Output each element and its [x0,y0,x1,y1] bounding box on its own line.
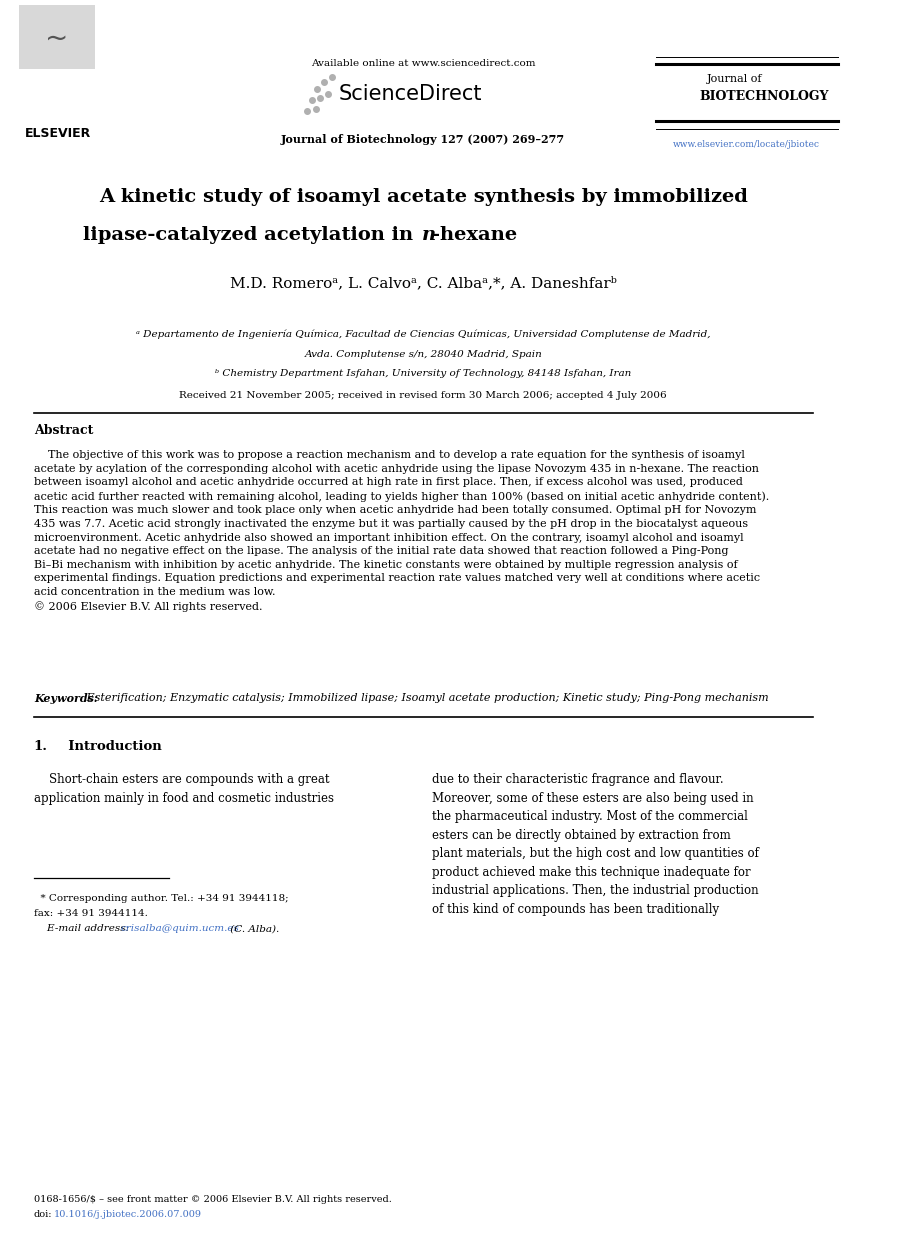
Text: 1.: 1. [34,740,48,753]
Text: www.elsevier.com/locate/jbiotec: www.elsevier.com/locate/jbiotec [673,140,820,148]
Text: crisalba@quim.ucm.es: crisalba@quim.ucm.es [121,924,239,933]
FancyBboxPatch shape [19,5,95,69]
Text: A kinetic study of isoamyl acetate synthesis by immobilized: A kinetic study of isoamyl acetate synth… [99,188,747,207]
Text: Introduction: Introduction [59,740,162,753]
Text: The objective of this work was to propose a reaction mechanism and to develop a : The objective of this work was to propos… [34,450,769,612]
Text: ScienceDirect: ScienceDirect [338,84,483,104]
Text: M.D. Romeroᵃ, L. Calvoᵃ, C. Albaᵃ,*, A. Daneshfarᵇ: M.D. Romeroᵃ, L. Calvoᵃ, C. Albaᵃ,*, A. … [229,276,617,289]
Text: Available online at www.sciencedirect.com: Available online at www.sciencedirect.co… [311,59,535,68]
Text: Keywords:: Keywords: [34,693,102,704]
Text: lipase-catalyzed acetylation in: lipase-catalyzed acetylation in [83,226,420,245]
Text: ~: ~ [45,25,68,52]
Text: Journal of Biotechnology 127 (2007) 269–277: Journal of Biotechnology 127 (2007) 269–… [281,134,565,145]
Text: Abstract: Abstract [34,424,93,438]
Text: fax: +34 91 3944114.: fax: +34 91 3944114. [34,909,148,918]
Text: doi:: doi: [34,1210,53,1218]
Text: 10.1016/j.jbiotec.2006.07.009: 10.1016/j.jbiotec.2006.07.009 [54,1210,201,1218]
Text: E-mail address:: E-mail address: [34,924,132,933]
Text: Short-chain esters are compounds with a great
application mainly in food and cos: Short-chain esters are compounds with a … [34,773,334,804]
Text: Journal of: Journal of [707,74,763,84]
Text: * Corresponding author. Tel.: +34 91 3944118;: * Corresponding author. Tel.: +34 91 394… [34,894,288,903]
Text: ᵃ Departamento de Ingeniería Química, Facultad de Ciencias Químicas, Universidad: ᵃ Departamento de Ingeniería Química, Fa… [136,329,710,339]
Text: BIOTECHNOLOGY: BIOTECHNOLOGY [699,90,829,104]
Text: due to their characteristic fragrance and flavour.
Moreover, some of these ester: due to their characteristic fragrance an… [432,773,758,915]
Text: -hexane: -hexane [432,226,517,245]
Text: Received 21 November 2005; received in revised form 30 March 2006; accepted 4 Ju: Received 21 November 2005; received in r… [180,391,667,400]
Text: Avda. Complutense s/n, 28040 Madrid, Spain: Avda. Complutense s/n, 28040 Madrid, Spa… [305,350,542,359]
Text: ᵇ Chemistry Department Isfahan, University of Technology, 84148 Isfahan, Iran: ᵇ Chemistry Department Isfahan, Universi… [215,369,631,377]
Text: n: n [422,226,435,245]
Text: (C. Alba).: (C. Alba). [227,924,279,933]
Text: Esterification; Enzymatic catalysis; Immobilized lipase; Isoamyl acetate product: Esterification; Enzymatic catalysis; Imm… [83,693,768,703]
Text: 0168-1656/$ – see front matter © 2006 Elsevier B.V. All rights reserved.: 0168-1656/$ – see front matter © 2006 El… [34,1195,392,1204]
Text: ELSEVIER: ELSEVIER [24,127,91,141]
